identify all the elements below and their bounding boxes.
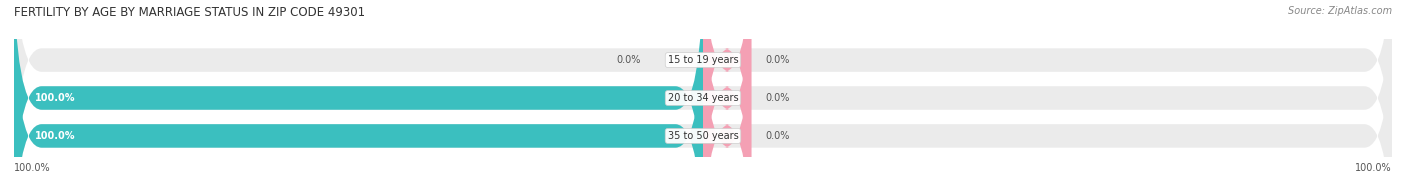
- Text: Source: ZipAtlas.com: Source: ZipAtlas.com: [1288, 6, 1392, 16]
- Text: 100.0%: 100.0%: [35, 93, 76, 103]
- FancyBboxPatch shape: [14, 0, 1392, 196]
- Text: FERTILITY BY AGE BY MARRIAGE STATUS IN ZIP CODE 49301: FERTILITY BY AGE BY MARRIAGE STATUS IN Z…: [14, 6, 366, 19]
- FancyBboxPatch shape: [14, 0, 1392, 196]
- Text: 0.0%: 0.0%: [765, 93, 789, 103]
- Text: 35 to 50 years: 35 to 50 years: [668, 131, 738, 141]
- FancyBboxPatch shape: [703, 0, 751, 196]
- FancyBboxPatch shape: [703, 0, 751, 196]
- FancyBboxPatch shape: [14, 0, 703, 196]
- Text: 0.0%: 0.0%: [765, 55, 789, 65]
- Text: 0.0%: 0.0%: [617, 55, 641, 65]
- Text: 100.0%: 100.0%: [14, 163, 51, 173]
- Text: 0.0%: 0.0%: [765, 131, 789, 141]
- FancyBboxPatch shape: [14, 0, 703, 196]
- Text: 15 to 19 years: 15 to 19 years: [668, 55, 738, 65]
- FancyBboxPatch shape: [703, 0, 751, 196]
- Text: 100.0%: 100.0%: [35, 131, 76, 141]
- Text: 20 to 34 years: 20 to 34 years: [668, 93, 738, 103]
- Text: 100.0%: 100.0%: [1355, 163, 1392, 173]
- FancyBboxPatch shape: [14, 0, 1392, 196]
